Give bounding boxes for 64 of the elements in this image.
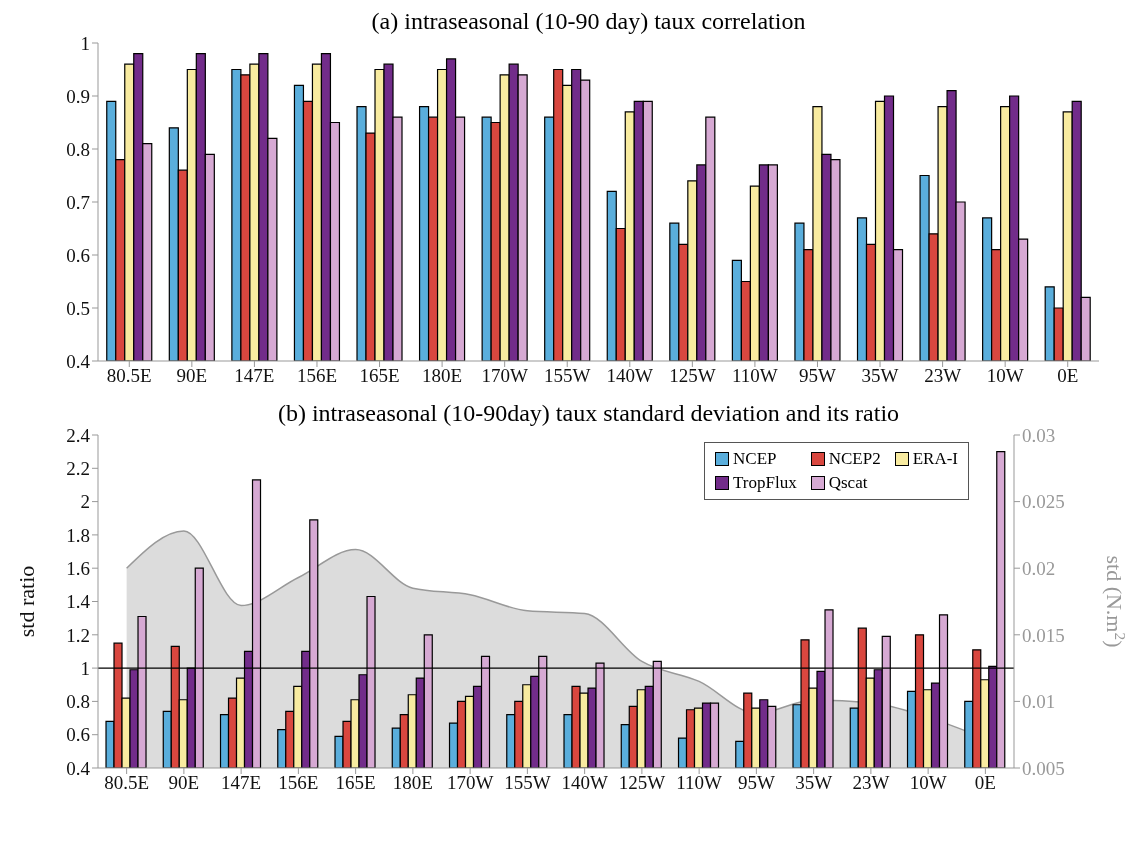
- chart-title: (a) intraseasonal (10-90 day) taux correlation: [371, 8, 806, 34]
- x-tick-label: 170W: [446, 772, 494, 794]
- legend-label: TropFlux: [733, 473, 797, 493]
- y-tick-label: 2.2: [66, 458, 90, 480]
- x-tick-label: 147E: [221, 772, 262, 794]
- y-tick-label: 1.8: [66, 524, 90, 546]
- x-tick-label: 156E: [296, 365, 338, 387]
- x-tick-label: 95W: [737, 772, 775, 794]
- x-tick-label: 140W: [606, 365, 654, 387]
- x-tick-label: 80.5E: [104, 772, 150, 794]
- x-tick-label: 155W: [544, 365, 591, 387]
- x-tick-label: 125W: [669, 365, 716, 387]
- y2-tick-label: 0.005: [1022, 757, 1065, 779]
- y2-tick-label: 0.02: [1022, 557, 1056, 579]
- y-tick-label: 1: [80, 657, 90, 679]
- y2-tick-label: 0.01: [1022, 691, 1056, 713]
- x-tick-label: 180E: [392, 772, 433, 794]
- x-tick-label: 110W: [732, 365, 778, 387]
- chart-title: (b) intraseasonal (10-90day) taux standard deviation and its ratio: [277, 400, 900, 426]
- x-tick-label: 10W: [909, 772, 947, 794]
- legend-label: Qscat: [828, 473, 868, 493]
- x-tick-label: 125W: [618, 772, 666, 794]
- x-tick-label: 35W: [861, 365, 899, 387]
- x-tick-label: 155W: [504, 772, 551, 794]
- x-tick-label: 0E: [1057, 365, 1079, 387]
- x-tick-label: 0E: [974, 772, 996, 794]
- y-axis-title: std ratio: [13, 565, 39, 638]
- y-tick-label: 0.8: [66, 691, 90, 713]
- legend-label: ERA-I: [912, 449, 958, 469]
- x-tick-label: 95W: [799, 365, 836, 387]
- y2-tick-label: 0.025: [1022, 491, 1065, 513]
- y-tick-label: 0.5: [66, 297, 90, 319]
- x-tick-label: 180E: [422, 365, 463, 387]
- y-tick-label: 0.4: [66, 350, 91, 372]
- x-tick-label: 165E: [335, 772, 376, 794]
- y-tick-label: 1.2: [66, 624, 90, 646]
- x-tick-label: 35W: [795, 772, 833, 794]
- x-tick-label: 23W: [852, 772, 890, 794]
- legend-label: NCEP: [733, 449, 777, 469]
- y-tick-label: 0.8: [66, 138, 90, 160]
- y-tick-label: 2: [80, 491, 90, 513]
- x-tick-label: 165E: [359, 365, 400, 387]
- x-tick-label: 80.5E: [106, 365, 152, 387]
- x-tick-label: 23W: [924, 365, 962, 387]
- y-tick-label: 0.6: [66, 244, 90, 266]
- x-tick-label: 156E: [278, 772, 319, 794]
- x-tick-label: 10W: [986, 365, 1024, 387]
- y2-tick-label: 0.015: [1022, 624, 1065, 646]
- y2-tick-label: 0.03: [1022, 424, 1056, 446]
- x-tick-label: 90E: [168, 772, 200, 794]
- y-tick-label: 0.4: [66, 757, 91, 779]
- y-tick-label: 1.4: [66, 591, 91, 613]
- y-tick-label: 0.6: [66, 724, 90, 746]
- x-tick-label: 90E: [176, 365, 208, 387]
- x-tick-label: 170W: [481, 365, 528, 387]
- y-tick-label: 1.6: [66, 557, 90, 579]
- y-tick-label: 0.7: [66, 191, 90, 213]
- y-tick-label: 0.9: [66, 85, 90, 107]
- y-tick-label: 2.4: [66, 424, 91, 446]
- y-tick-label: 1: [80, 32, 90, 54]
- x-tick-label: 147E: [234, 365, 275, 387]
- legend-label: NCEP2: [828, 449, 881, 469]
- x-tick-label: 110W: [676, 772, 723, 794]
- x-tick-label: 140W: [561, 772, 608, 794]
